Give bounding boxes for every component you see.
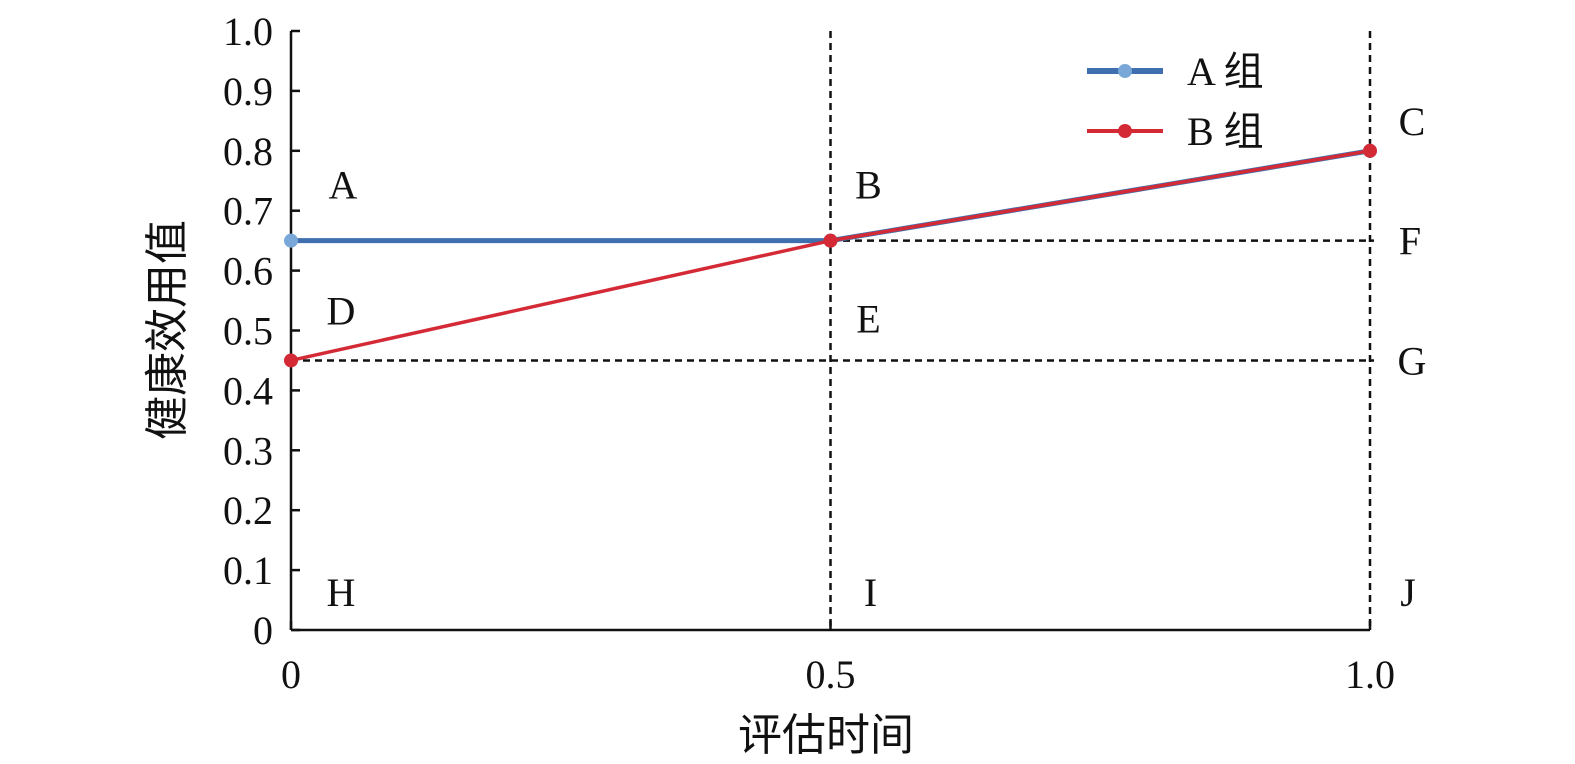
series-point-a-0 <box>284 233 298 248</box>
y-tick-label: 0.3 <box>223 428 273 473</box>
series-layer <box>284 143 1377 368</box>
legend: A 组 B 组 <box>1087 49 1264 154</box>
y-tick-label: 0.8 <box>223 129 273 174</box>
series-line-b <box>289 149 1372 363</box>
legend-marker-a <box>1118 64 1132 78</box>
legend-label-a: A 组 <box>1187 49 1264 94</box>
legend-label-b: B 组 <box>1187 109 1264 154</box>
point-label-i: I <box>864 570 877 615</box>
y-axis-title: 健康效用值 <box>143 220 192 440</box>
point-label-f: F <box>1399 219 1421 264</box>
series-point-b-2 <box>1363 143 1377 158</box>
y-tick-label: 0.6 <box>223 249 273 294</box>
y-tick-label: 1.0 <box>223 9 273 54</box>
legend-marker-b <box>1118 124 1132 138</box>
y-tick-label: 0.4 <box>223 368 273 413</box>
y-tick-label: 0.5 <box>223 309 273 354</box>
y-tick-label: 0.7 <box>223 189 273 234</box>
axes: 0 0.1 0.2 0.3 0.4 0.5 0.6 0.7 0.8 0.9 1.0 0 0.5 1.0 <box>223 9 1395 697</box>
point-label-b: B <box>855 163 882 208</box>
y-tick-label: 0.9 <box>223 69 273 114</box>
point-label-g: G <box>1398 338 1427 383</box>
x-axis-title: 评估时间 <box>738 711 914 760</box>
y-tick-label: 0.2 <box>223 488 273 533</box>
point-annotations: A B C D E F G H I J <box>327 99 1427 615</box>
y-tick-label: 0 <box>253 608 273 653</box>
y-tick-label: 0.1 <box>223 548 273 593</box>
point-label-a: A <box>329 163 358 208</box>
point-label-c: C <box>1399 99 1426 144</box>
series-point-b-0 <box>284 353 298 368</box>
point-label-d: D <box>327 288 356 333</box>
x-tick-label: 0 <box>281 652 301 697</box>
point-label-j: J <box>1400 570 1416 615</box>
x-tick-label: 1.0 <box>1345 652 1395 697</box>
series-point-b-1 <box>823 233 838 248</box>
x-tick-label: 0.5 <box>806 652 856 697</box>
point-label-e: E <box>856 296 880 341</box>
point-label-h: H <box>327 570 356 615</box>
